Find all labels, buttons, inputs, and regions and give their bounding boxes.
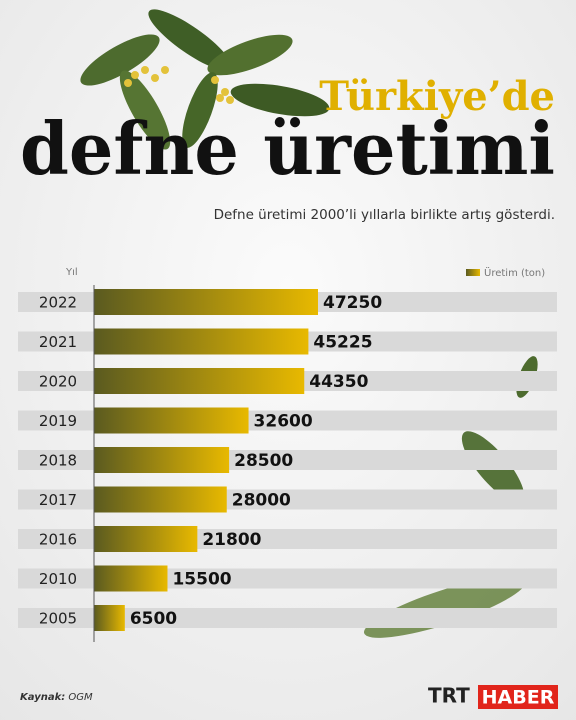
bar [94, 289, 318, 315]
bar [94, 368, 305, 394]
value-label: 45225 [313, 333, 372, 353]
bar [94, 526, 198, 552]
value-label: 44350 [309, 372, 368, 392]
value-label: 6500 [130, 609, 177, 629]
bar [94, 407, 249, 434]
bar [94, 605, 125, 631]
value-label: 15500 [172, 570, 231, 590]
bar [94, 565, 168, 592]
value-label: 21800 [202, 530, 261, 550]
title-main: defne üretimi [20, 106, 555, 191]
axis-label: Yıl [65, 267, 78, 278]
row-stripe [18, 608, 557, 628]
logo-box [478, 685, 558, 709]
value-label: 32600 [254, 412, 313, 432]
bar [94, 486, 227, 513]
y-tick-label: 2010 [39, 570, 77, 588]
y-tick-label: 2020 [39, 373, 77, 391]
title-top: Türkiye’de [319, 73, 555, 120]
y-tick-label: 2016 [39, 531, 77, 549]
y-tick-label: 2021 [39, 333, 77, 351]
y-tick-label: 2018 [39, 452, 77, 470]
logo-trt: TRT [428, 684, 470, 708]
value-label: 28500 [234, 451, 293, 471]
bar [94, 447, 230, 473]
logo-haber: HABER [482, 687, 555, 709]
source: Kaynak: OGM [20, 692, 93, 703]
y-tick-label: 2022 [39, 294, 77, 312]
y-tick-label: 2019 [39, 412, 77, 430]
value-label: 28000 [232, 491, 291, 511]
y-tick-label: 2005 [39, 610, 77, 628]
source-label: Kaynak: [20, 692, 65, 703]
legend-swatch [466, 269, 480, 276]
subtitle: Defne üretimi 2000’li yıllarla birlikte … [214, 207, 555, 223]
legend-label: Üretim (ton) [484, 266, 545, 279]
value-label: 47250 [323, 293, 382, 313]
y-tick-label: 2017 [39, 491, 77, 509]
source-value: OGM [68, 692, 93, 703]
bar [94, 328, 309, 355]
plot: 2022 47250 2021 45225 2020 44350 2019 32600 2018… [18, 285, 557, 642]
